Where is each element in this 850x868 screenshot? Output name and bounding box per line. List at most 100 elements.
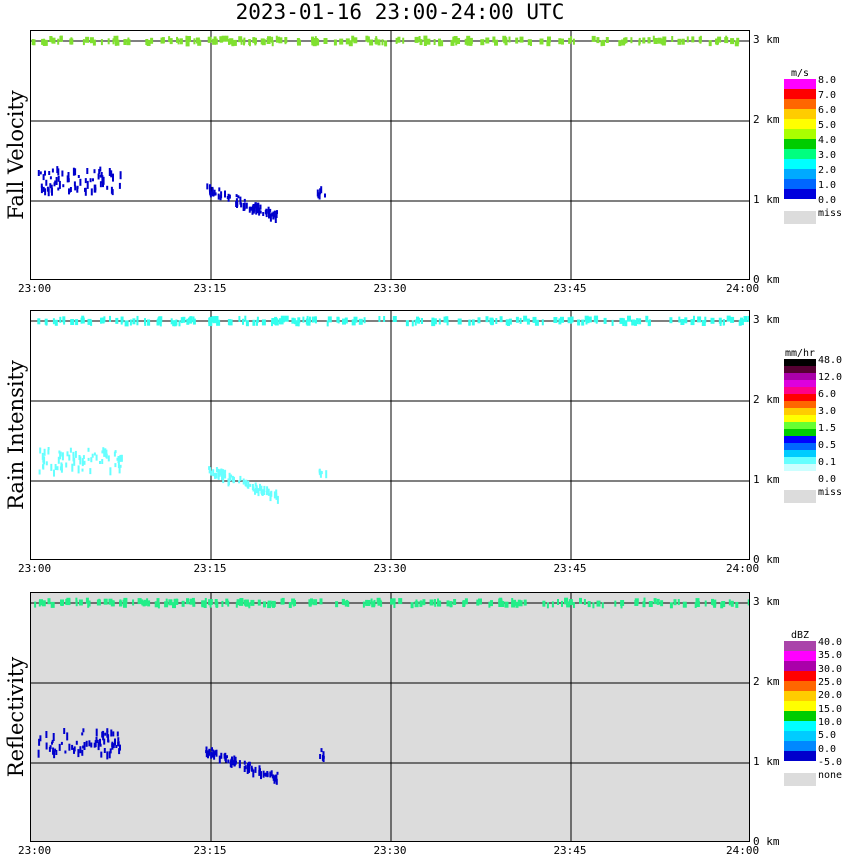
panel-label-text: Reflectivity [4,656,29,778]
echo-pixel [566,601,571,608]
echo-pixel [515,601,519,608]
echo-pixel [269,213,272,222]
echo-pixel [504,601,509,608]
echo-pixel [691,36,695,43]
echo-pixel [587,316,592,323]
echo-pixel [270,490,273,497]
echo-pixel [114,39,117,46]
echo-pixel [75,319,79,326]
echo-pixel [230,758,233,764]
echo-pixel [515,37,519,44]
echo-pixel [240,38,243,45]
echo-pixel [172,602,176,609]
echo-pixel [596,600,601,607]
echo-pixel [309,316,311,323]
echo-pixel [93,742,96,748]
echo-pixel [270,770,273,777]
echo-pixel [69,187,72,192]
echo-pixel [218,187,221,192]
echo-pixel [677,38,682,45]
echo-pixel [621,39,626,46]
echo-pixel [102,176,105,185]
echo-pixel [211,192,214,196]
echo-pixel [186,598,189,605]
echo-pixel [117,460,120,469]
echo-pixel [83,460,86,465]
echo-pixel [681,38,685,45]
echo-pixel [89,468,92,475]
echo-pixel [233,758,236,767]
echo-pixel [156,598,160,605]
echo-pixel [147,319,150,326]
echo-pixel [335,601,339,608]
plot-area [31,311,749,559]
echo-pixel [77,175,80,178]
echo-pixel [51,741,53,745]
echo-pixel [146,40,151,46]
legend-label: 5.0 [818,120,837,131]
echo-pixel [653,38,658,44]
echo-pixel [185,40,190,47]
echo-pixel [421,318,423,324]
echo-pixel [618,40,622,47]
echo-pixel [445,316,449,323]
echo-pixel [119,171,122,180]
echo-pixel [583,599,586,605]
echo-pixel [225,35,229,42]
echo-pixel [391,598,396,605]
echo-pixel [57,38,60,45]
echo-pixel [79,178,82,186]
echo-pixel [57,187,60,191]
echo-pixel [362,601,365,608]
echo-pixel [239,598,244,604]
echo-pixel [85,36,90,43]
echo-pixel [254,39,257,46]
echo-pixel [450,39,455,46]
echo-pixel [376,597,381,604]
echo-pixel [259,483,261,491]
echo-pixel [41,452,44,460]
echo-pixel [50,463,53,471]
echo-pixel [314,38,318,44]
echo-pixel [97,742,100,751]
echo-pixel [31,39,34,45]
echo-pixel [95,454,98,461]
echo-pixel [238,480,241,484]
echo-pixel [415,599,418,606]
echo-pixel [693,315,695,322]
legend-label: 20.0 [818,690,843,702]
echo-pixel [62,184,65,188]
echo-pixel [215,467,218,472]
legend-label: 30.0 [818,663,843,675]
echo-pixel [243,198,246,202]
echo-pixel [177,38,180,45]
echo-pixel [384,40,388,47]
echo-pixel [37,318,41,325]
echo-pixel [180,317,183,324]
echo-pixel [619,317,624,324]
echo-pixel [117,737,120,742]
echo-pixel [39,171,42,175]
echo-pixel [78,599,83,606]
echo-pixel [221,35,226,42]
echo-pixel [160,37,165,44]
echo-pixel [273,210,276,218]
echo-pixel [113,35,117,42]
echo-pixel [168,36,171,43]
echo-pixel [47,447,50,450]
echo-pixel [255,484,258,489]
echo-pixel [86,168,89,174]
echo-pixel [342,599,345,606]
echo-pixel [284,315,289,322]
echo-pixel [262,212,265,216]
echo-pixel [66,451,69,457]
echo-pixel [98,598,101,605]
echo-pixel [86,180,89,189]
echo-pixel [273,491,276,499]
echo-pixel [103,598,108,605]
echo-pixel [119,744,121,751]
echo-pixel [100,172,103,177]
echo-pixel [438,318,441,325]
echo-pixel [209,191,212,198]
echo-pixel [251,484,254,490]
